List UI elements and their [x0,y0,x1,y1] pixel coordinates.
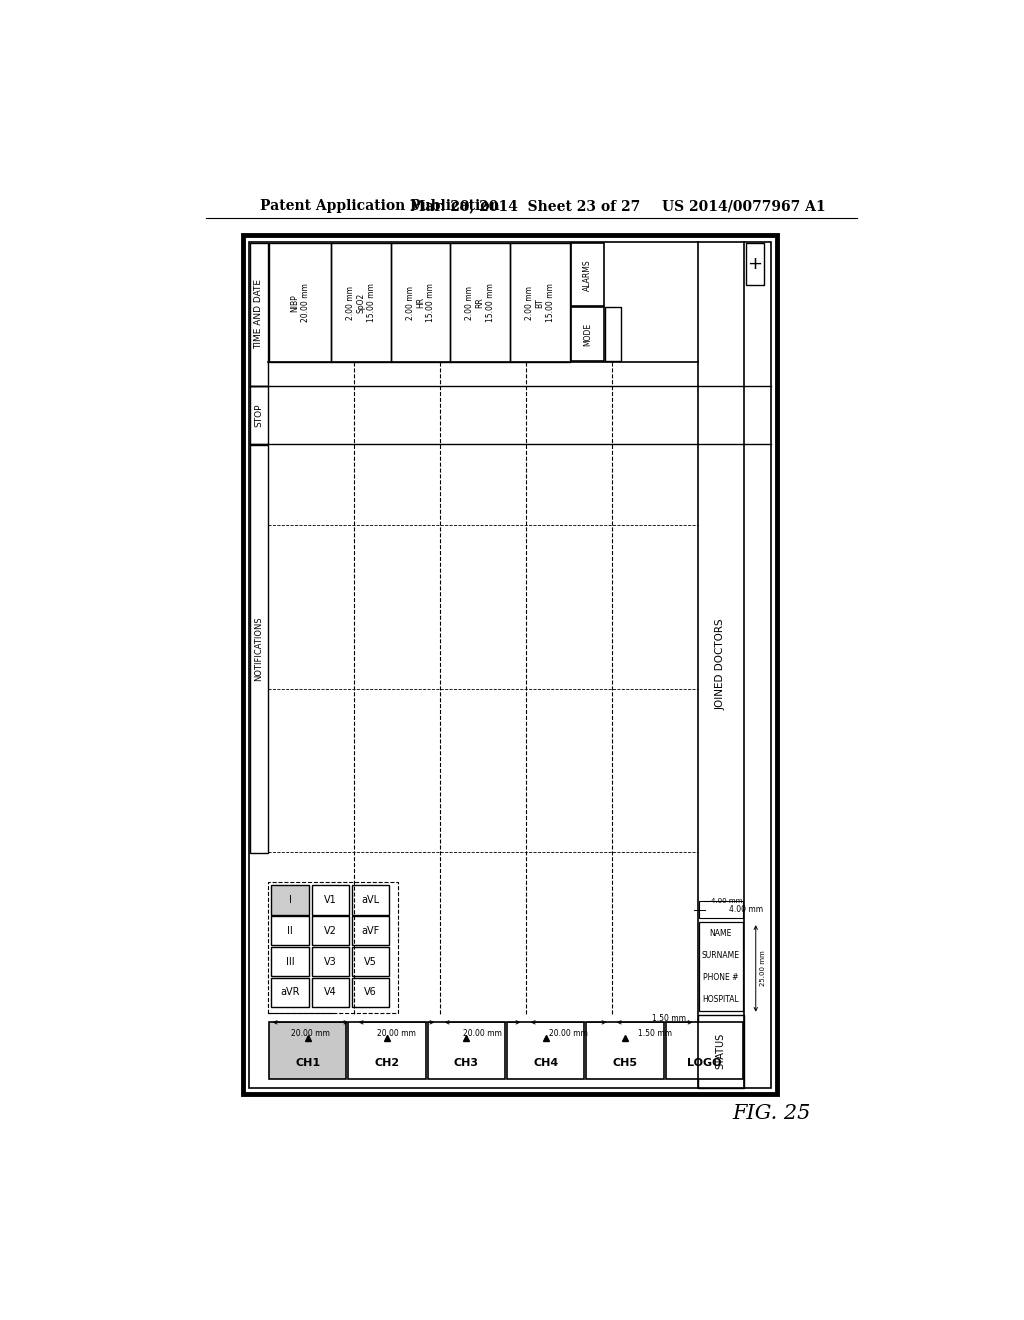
Bar [271,886,308,915]
Text: +: + [748,255,762,273]
Bar [243,235,777,1094]
Text: Patent Application Publication: Patent Application Publication [260,199,500,213]
Text: NAME: NAME [710,929,732,937]
Bar [699,923,742,1011]
Text: V3: V3 [324,957,337,966]
Text: CH3: CH3 [454,1057,479,1068]
Bar [451,243,510,363]
Text: STOP: STOP [255,404,263,426]
Text: NIBP
20.00 mm: NIBP 20.00 mm [291,284,309,322]
Bar [249,242,771,1088]
Text: 2.00 mm
HR
15.00 mm: 2.00 mm HR 15.00 mm [406,284,435,322]
Bar [666,1022,743,1078]
Text: SURNAME: SURNAME [701,950,740,960]
Text: V1: V1 [324,895,337,906]
Bar [697,1015,744,1088]
Bar [311,886,349,915]
Bar [352,946,389,977]
Text: CH2: CH2 [375,1057,399,1068]
Text: 1.50 mm: 1.50 mm [638,1028,672,1038]
Text: NOTIFICATIONS: NOTIFICATIONS [255,616,263,681]
Text: 25.00 mm: 25.00 mm [760,950,766,986]
Bar [271,978,308,1007]
Text: aVL: aVL [361,895,380,906]
Bar [348,1022,426,1078]
Text: 20.00 mm: 20.00 mm [377,1028,416,1038]
Bar [269,1022,346,1078]
Text: III: III [286,957,294,966]
Text: CH5: CH5 [612,1057,638,1068]
Bar [745,243,764,285]
Bar [268,882,398,1014]
Text: 1.50 mm: 1.50 mm [652,1014,686,1023]
Text: 20.00 mm: 20.00 mm [291,1028,330,1038]
Bar [571,243,604,306]
Text: II: II [287,925,293,936]
Text: V4: V4 [324,987,337,998]
Bar [251,387,267,444]
Bar [699,902,742,919]
Bar [352,886,389,915]
Bar [391,243,451,363]
Text: aVR: aVR [281,987,300,998]
Text: Mar. 20, 2014  Sheet 23 of 27: Mar. 20, 2014 Sheet 23 of 27 [410,199,640,213]
Text: aVF: aVF [361,925,380,936]
Text: 20.00 mm: 20.00 mm [549,1028,588,1038]
Bar [251,243,267,385]
Bar [352,978,389,1007]
Text: US 2014/0077967 A1: US 2014/0077967 A1 [662,199,825,213]
Text: V2: V2 [324,925,337,936]
Text: PHONE #: PHONE # [703,973,738,982]
Text: 20.00 mm: 20.00 mm [463,1028,502,1038]
Bar [311,946,349,977]
Bar [331,243,391,363]
Bar [428,1022,505,1078]
Bar [269,243,331,363]
Text: CH4: CH4 [534,1057,558,1068]
Text: V5: V5 [365,957,377,966]
Text: I: I [289,895,292,906]
Bar [271,916,308,945]
Bar [507,1022,585,1078]
Bar [311,916,349,945]
Bar [311,978,349,1007]
Text: TIME AND DATE: TIME AND DATE [255,280,263,350]
Text: 2.00 mm
SpO2
15.00 mm: 2.00 mm SpO2 15.00 mm [346,284,376,322]
Text: CH1: CH1 [295,1057,321,1068]
Text: 2.00 mm
RR
15.00 mm: 2.00 mm RR 15.00 mm [465,284,496,322]
Text: 2.00 mm
BT
15.00 mm: 2.00 mm BT 15.00 mm [525,284,555,322]
Bar [571,308,604,360]
Text: FIG. 25: FIG. 25 [732,1104,810,1123]
Bar [271,946,308,977]
Text: ALARMS: ALARMS [583,259,592,290]
Text: JOINED DOCTORS: JOINED DOCTORS [716,619,726,710]
Text: V6: V6 [365,987,377,998]
Bar [510,243,569,363]
Bar [587,1022,664,1078]
Text: HOSPITAL: HOSPITAL [702,995,739,1005]
Bar [352,916,389,945]
Text: 4.00 mm: 4.00 mm [729,906,763,915]
Bar [605,308,621,360]
Text: 4.00 mm: 4.00 mm [712,898,742,904]
Text: STATUS: STATUS [716,1034,726,1069]
Text: LOGO: LOGO [687,1057,722,1068]
Text: MODE: MODE [583,322,592,346]
Bar [251,445,267,853]
